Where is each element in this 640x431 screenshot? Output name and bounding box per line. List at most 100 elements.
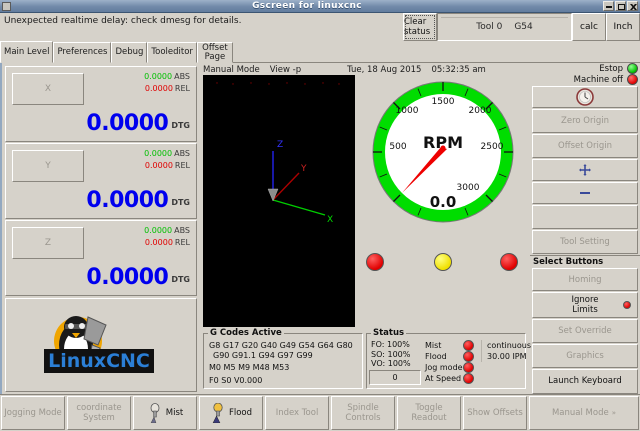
units-button[interactable]: Inch xyxy=(606,13,640,41)
tab-bar: Main Level Preferences Debug Tooleditor … xyxy=(0,41,640,63)
flood-button[interactable]: Flood xyxy=(199,396,263,430)
machine-state-label: Machine off xyxy=(573,74,623,85)
led-jog-mode xyxy=(463,362,474,373)
gcode-preview-viewport[interactable]: Z X Y xyxy=(203,75,355,327)
show-offsets-button[interactable]: Show Offsets xyxy=(463,396,527,430)
close-button[interactable] xyxy=(627,1,638,11)
window-controls xyxy=(603,1,638,11)
bottom-toolbar: Jogging Mode coordinate System Mist Floo… xyxy=(0,394,640,431)
axis-indicator: Z X Y xyxy=(216,82,340,225)
gauge-tick-3000: 3000 xyxy=(457,183,480,193)
work-offset-label: G54 xyxy=(514,22,533,32)
jog-speed-value: 30.00 IPM xyxy=(487,352,527,361)
axis-button-y[interactable]: Y xyxy=(12,150,84,182)
minimize-button[interactable] xyxy=(603,1,614,11)
mist-icon xyxy=(150,403,160,423)
axis-y-rel: 0.0000 REL xyxy=(144,161,190,170)
gcodes-active-panel: G Codes Active G8 G17 G20 G40 G49 G54 G6… xyxy=(203,328,363,389)
estop-led xyxy=(627,63,638,74)
center-panel: Manual Mode View -p Tue, 18 Aug 2015 05:… xyxy=(200,63,531,394)
coordinate-system-button[interactable]: coordinate System xyxy=(67,396,131,430)
status-message: Unexpected realtime delay: check dmesg f… xyxy=(0,13,403,41)
chevron-right-icon: » xyxy=(611,409,617,417)
status-leds xyxy=(463,340,474,384)
axis-z-dtg: 0.0000 DTG xyxy=(86,265,190,290)
gauge-tick-500: 500 xyxy=(389,142,406,152)
axis-row-y: Y 0.0000 ABS 0.0000 REL 0.0000 DTG xyxy=(5,143,197,219)
move-cross-icon xyxy=(579,163,591,176)
main-body: X 0.0000 ABS 0.0000 REL 0.0000 DTG Y 0.0000… xyxy=(0,63,640,395)
ignore-limits-button[interactable]: Ignore Limits xyxy=(532,292,638,318)
axis-label-y: Y xyxy=(300,164,307,174)
jog-rate-field[interactable]: 0 xyxy=(369,370,421,385)
led-center xyxy=(434,253,452,271)
launch-keyboard-button[interactable]: Launch Keyboard xyxy=(532,368,638,395)
led-left xyxy=(366,253,384,271)
tab-preferences[interactable]: Preferences xyxy=(53,42,112,63)
ignore-limits-led xyxy=(623,301,631,310)
tab-main-level[interactable]: Main Level xyxy=(0,41,54,63)
spindle-gauge-button[interactable] xyxy=(532,86,638,109)
dro-panel: X 0.0000 ABS 0.0000 REL 0.0000 DTG Y 0.0000… xyxy=(0,63,200,394)
estop-label: Estop xyxy=(599,63,623,74)
title-bar: Gscreen for linuxcnc xyxy=(0,0,640,13)
tool-setting-button[interactable]: Tool Setting xyxy=(532,229,638,254)
time-label: 05:32:35 am xyxy=(431,64,486,75)
axis-button-z[interactable]: Z xyxy=(12,227,84,259)
homing-button[interactable]: Homing xyxy=(532,267,638,292)
spindle-controls-button[interactable]: Spindle Controls xyxy=(331,396,395,430)
feed-override: FO: 100% xyxy=(371,340,410,349)
tab-offset-page[interactable]: Offset Page xyxy=(196,42,233,63)
gcodes-line-3: M0 M5 M9 M48 M53 xyxy=(209,363,290,372)
maximize-button[interactable] xyxy=(615,1,626,11)
axis-x-dtg: 0.0000 DTG xyxy=(86,111,190,136)
set-override-button[interactable]: Set Override xyxy=(532,318,638,343)
blank-button[interactable] xyxy=(532,205,638,229)
status-labels: Mist Flood Jog mode At Speed xyxy=(425,340,463,384)
gauge-tick-2500: 2500 xyxy=(481,142,504,152)
status-values: continuous 30.00 IPM xyxy=(481,340,531,362)
zero-origin-button[interactable]: Zero Origin xyxy=(532,109,638,133)
estop-status-row: Estop xyxy=(530,63,640,74)
index-tool-button[interactable]: Index Tool xyxy=(265,396,329,430)
axis-y-abs: 0.0000 ABS xyxy=(144,149,190,158)
mist-label: Mist xyxy=(165,408,184,418)
status-panel: Status FO: 100% SO: 100% VO: 100% 0 Mist… xyxy=(366,328,531,389)
tab-tooleditor[interactable]: Tooleditor xyxy=(147,42,197,63)
tab-filler xyxy=(232,42,640,63)
gauge-value: 0.0 xyxy=(430,193,457,211)
offset-origin-button[interactable]: Offset Origin xyxy=(532,133,638,158)
axis-y-dtg: 0.0000 DTG xyxy=(86,188,190,213)
calc-button[interactable]: calc xyxy=(572,13,606,41)
axis-row-x: X 0.0000 ABS 0.0000 REL 0.0000 DTG xyxy=(5,66,197,142)
jogging-mode-button[interactable]: Jogging Mode xyxy=(1,396,65,430)
mist-button[interactable]: Mist xyxy=(133,396,197,430)
select-buttons-header: Select Buttons xyxy=(530,254,640,267)
ignore-limits-label: Ignore Limits xyxy=(571,295,599,316)
gauge-tick-1000: 1000 xyxy=(396,106,419,116)
graphics-button[interactable]: Graphics xyxy=(532,343,638,368)
date-label: Tue, 18 Aug 2015 xyxy=(347,64,422,75)
minus-icon xyxy=(580,191,590,194)
clear-status-button[interactable]: Clear status xyxy=(403,13,437,41)
gauge-tick-1500: 1500 xyxy=(432,97,455,107)
jog-minus-button[interactable] xyxy=(532,181,638,204)
jog-move-button[interactable] xyxy=(532,158,638,181)
flood-label: Flood xyxy=(228,408,253,418)
status-message-bar: Unexpected realtime delay: check dmesg f… xyxy=(0,13,640,41)
status-title: Status xyxy=(371,328,407,338)
axis-button-x[interactable]: X xyxy=(12,73,84,105)
flood-icon xyxy=(212,403,223,423)
led-at-speed xyxy=(463,373,474,384)
spindle-override: SO: 100% xyxy=(371,349,411,359)
axis-label-z: Z xyxy=(277,140,283,150)
current-tool-label: Tool 0 xyxy=(476,22,503,32)
manual-mode-button[interactable]: Manual Mode » xyxy=(529,396,639,430)
gcodes-line-1: G8 G17 G20 G40 G49 G54 G64 G80 xyxy=(209,341,353,350)
axis-x-abs: 0.0000 ABS xyxy=(144,72,190,81)
led-mist xyxy=(463,340,474,351)
tab-debug[interactable]: Debug xyxy=(111,42,148,63)
axis-label-x: X xyxy=(327,215,333,225)
toggle-readout-button[interactable]: Toggle Readout xyxy=(397,396,461,430)
